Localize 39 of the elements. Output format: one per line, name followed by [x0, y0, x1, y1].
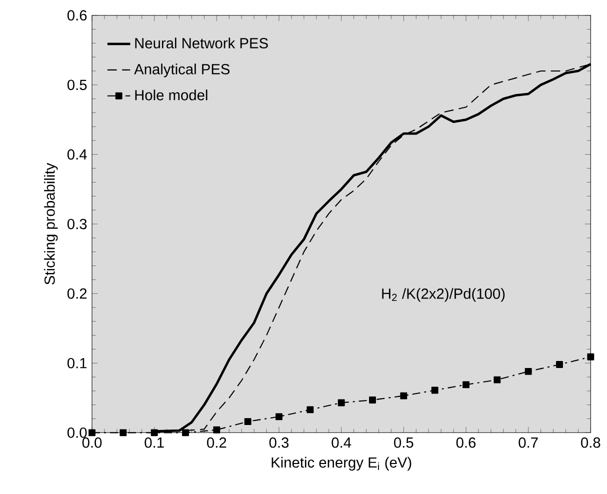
x-tick-label: 0.0: [82, 437, 102, 448]
y-tick-label: 0.1: [67, 358, 87, 368]
point: [587, 353, 594, 360]
x-tick-label: 0.1: [144, 437, 164, 448]
point: [338, 399, 345, 406]
y-tick-label: 0.2: [67, 288, 87, 299]
y-tick-label: 0.5: [67, 80, 87, 90]
point: [150, 429, 158, 436]
legend-label: Neural Network PES: [135, 38, 268, 48]
x-tick-label: 0.6: [456, 437, 476, 448]
point: [524, 368, 532, 375]
point: [276, 413, 282, 420]
point: [244, 418, 252, 426]
y-tick-label: 0.6: [67, 10, 87, 21]
x-tick-label: 0.3: [269, 437, 289, 448]
x-tick-label: 0.7: [518, 437, 538, 448]
annotation: H$_{2}$ /K(2x2)/Pd(100): [382, 288, 505, 302]
point: [213, 426, 220, 434]
y-tick-label: 0.4: [67, 149, 87, 160]
legend-label: Analytical PES: [134, 64, 230, 78]
x-axis-title: Kinetic energy E$_{i}$ (eV): [272, 456, 412, 471]
point: [431, 386, 438, 394]
point: [400, 392, 408, 400]
point: [120, 429, 127, 436]
point: [369, 396, 376, 404]
x-tick-label: 0.2: [207, 437, 226, 448]
x-tick-label: 0.8: [581, 437, 600, 448]
legend-label: Hole model: [135, 90, 208, 100]
point: [182, 429, 189, 436]
point: [494, 376, 501, 384]
x-tick-label: 0.4: [332, 437, 352, 448]
point: [88, 429, 96, 436]
y-tick-label: 0.0: [67, 427, 87, 438]
point: [462, 381, 470, 388]
x-tick-label: 0.5: [394, 437, 414, 448]
point: [306, 406, 314, 414]
point: [556, 361, 563, 368]
y-axis-title: Sticking probability: [44, 162, 58, 284]
y-tick-label: 0.3: [67, 218, 87, 230]
